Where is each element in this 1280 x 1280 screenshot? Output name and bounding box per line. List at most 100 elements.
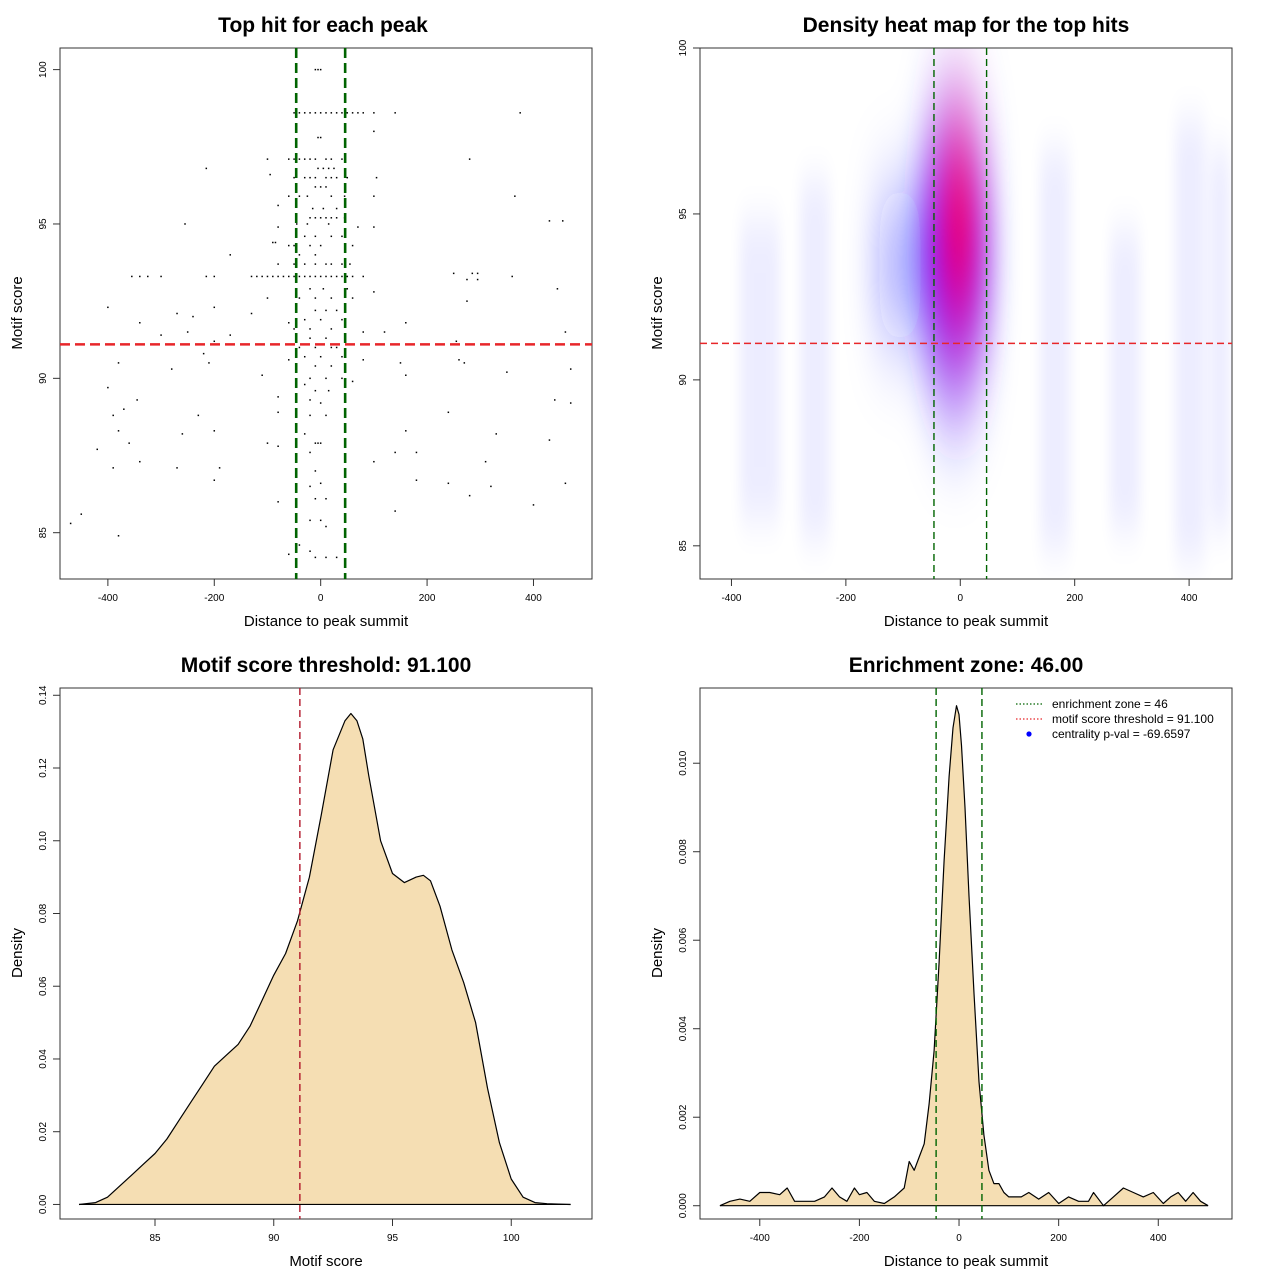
scatter-point — [266, 442, 269, 444]
y-tick-label: 0.008 — [678, 839, 689, 864]
scatter-point — [383, 331, 386, 333]
y-tick-label: 95 — [678, 208, 689, 220]
scatter-point — [309, 550, 311, 552]
scatter-point — [314, 263, 317, 265]
scatter-point — [394, 112, 396, 114]
scatter-point — [373, 226, 375, 228]
scatter-point — [554, 399, 556, 401]
y-tick-label: 85 — [678, 540, 689, 552]
scatter-point — [309, 217, 311, 219]
scatter-point — [213, 479, 216, 481]
scatter-point — [548, 220, 551, 222]
scatter-point — [205, 275, 208, 278]
scatter-point — [325, 337, 327, 339]
distance-density-plot-frame — [699, 687, 1233, 1220]
scatter-point — [362, 359, 364, 361]
y-tick-label: 0.14 — [38, 685, 49, 705]
scatter-point — [330, 217, 333, 219]
scatter-point — [117, 362, 120, 364]
scatter-point — [556, 288, 559, 290]
scatter-point — [272, 241, 274, 244]
scatter-point — [309, 112, 311, 114]
scatter-point — [277, 226, 279, 228]
scatter-point — [208, 362, 210, 364]
scatter-point — [266, 297, 269, 299]
scatter-point — [349, 263, 351, 265]
scatter-point — [346, 288, 349, 290]
scatter-point — [314, 297, 317, 299]
scatter-point — [314, 158, 317, 160]
density-fill — [719, 705, 1209, 1206]
scatter-point — [357, 112, 359, 114]
scatter-point — [309, 275, 311, 278]
scatter-point — [373, 460, 375, 463]
scatter-point — [288, 553, 290, 556]
scatter-point — [325, 176, 327, 179]
scatter-point — [405, 374, 407, 376]
score-density-plot-frame — [59, 687, 593, 1220]
scatter-point — [319, 442, 322, 444]
scatter-point — [314, 275, 317, 278]
scatter-point — [295, 223, 298, 225]
scatter-point — [306, 195, 309, 197]
scatter-point — [314, 470, 317, 472]
legend-pval-label: centrality p-val = -69.6597 — [1052, 727, 1191, 741]
scatter-point — [330, 275, 333, 278]
y-tick-label: 0.02 — [38, 1122, 49, 1142]
distance-density-y-label: Density — [649, 927, 666, 978]
x-tick-label: -200 — [204, 593, 224, 604]
scatter-point — [229, 254, 231, 256]
scatter-point — [325, 112, 327, 114]
scatter-point — [373, 195, 375, 197]
distance-density-x-axis: -400 -200 0 200 400 — [750, 1219, 1167, 1244]
scatter-point — [298, 297, 301, 299]
scatter-point — [458, 359, 460, 361]
scatter-point — [319, 482, 322, 485]
scatter-point — [303, 433, 306, 435]
scatter-point — [394, 510, 396, 512]
scatter-point — [325, 158, 327, 160]
scatter-point — [327, 389, 330, 392]
scatter-point — [314, 389, 317, 392]
scatter-point — [335, 275, 338, 278]
scatter-point — [466, 300, 468, 302]
scatter-point — [335, 176, 338, 179]
score-density-x-label: Motif score — [289, 1253, 362, 1270]
scatter-point — [405, 430, 407, 432]
scatter-point — [277, 445, 279, 447]
scatter-point — [447, 411, 450, 414]
scatter-point — [303, 275, 306, 278]
y-tick-label: 0.010 — [678, 750, 689, 775]
scatter-point — [341, 112, 343, 114]
scatter-point — [455, 340, 458, 343]
y-tick-label: 0.08 — [38, 903, 49, 923]
scatter-point — [362, 275, 364, 278]
scatter-point — [184, 223, 186, 225]
scatter-point — [468, 494, 471, 497]
x-tick-label: 85 — [149, 1233, 161, 1244]
scatter-point — [277, 275, 279, 278]
scatter-point — [319, 318, 322, 321]
y-tick-label: 0.04 — [38, 1049, 49, 1069]
scatter-point — [325, 217, 327, 219]
scatter-point — [250, 312, 253, 315]
scatter-point — [319, 136, 322, 139]
scatter-point — [569, 402, 572, 404]
legend-threshold-label: motif score threshold = 91.100 — [1052, 712, 1214, 726]
scatter-point — [343, 195, 346, 197]
scatter-point — [303, 112, 306, 114]
y-tick-label: 0.10 — [38, 831, 49, 851]
scatter-point — [319, 355, 322, 358]
scatter-point — [293, 263, 295, 265]
panel-scatter: Top hit for each peak -400 -200 0 200 400 85… — [9, 14, 593, 630]
panel-distance-density: Enrichment zone: 46.00 -400 -200 0 200 400 0… — [649, 654, 1233, 1270]
heatmap-x-label: Distance to peak summit — [884, 613, 1049, 630]
heatmap-y-label: Motif score — [649, 276, 666, 349]
density-curve — [78, 712, 571, 1206]
y-tick-label: 0.00 — [38, 1194, 49, 1214]
scatter-point — [303, 158, 306, 160]
scatter-point — [293, 328, 295, 330]
scatter-point — [213, 340, 216, 343]
scatter-point — [341, 318, 343, 321]
